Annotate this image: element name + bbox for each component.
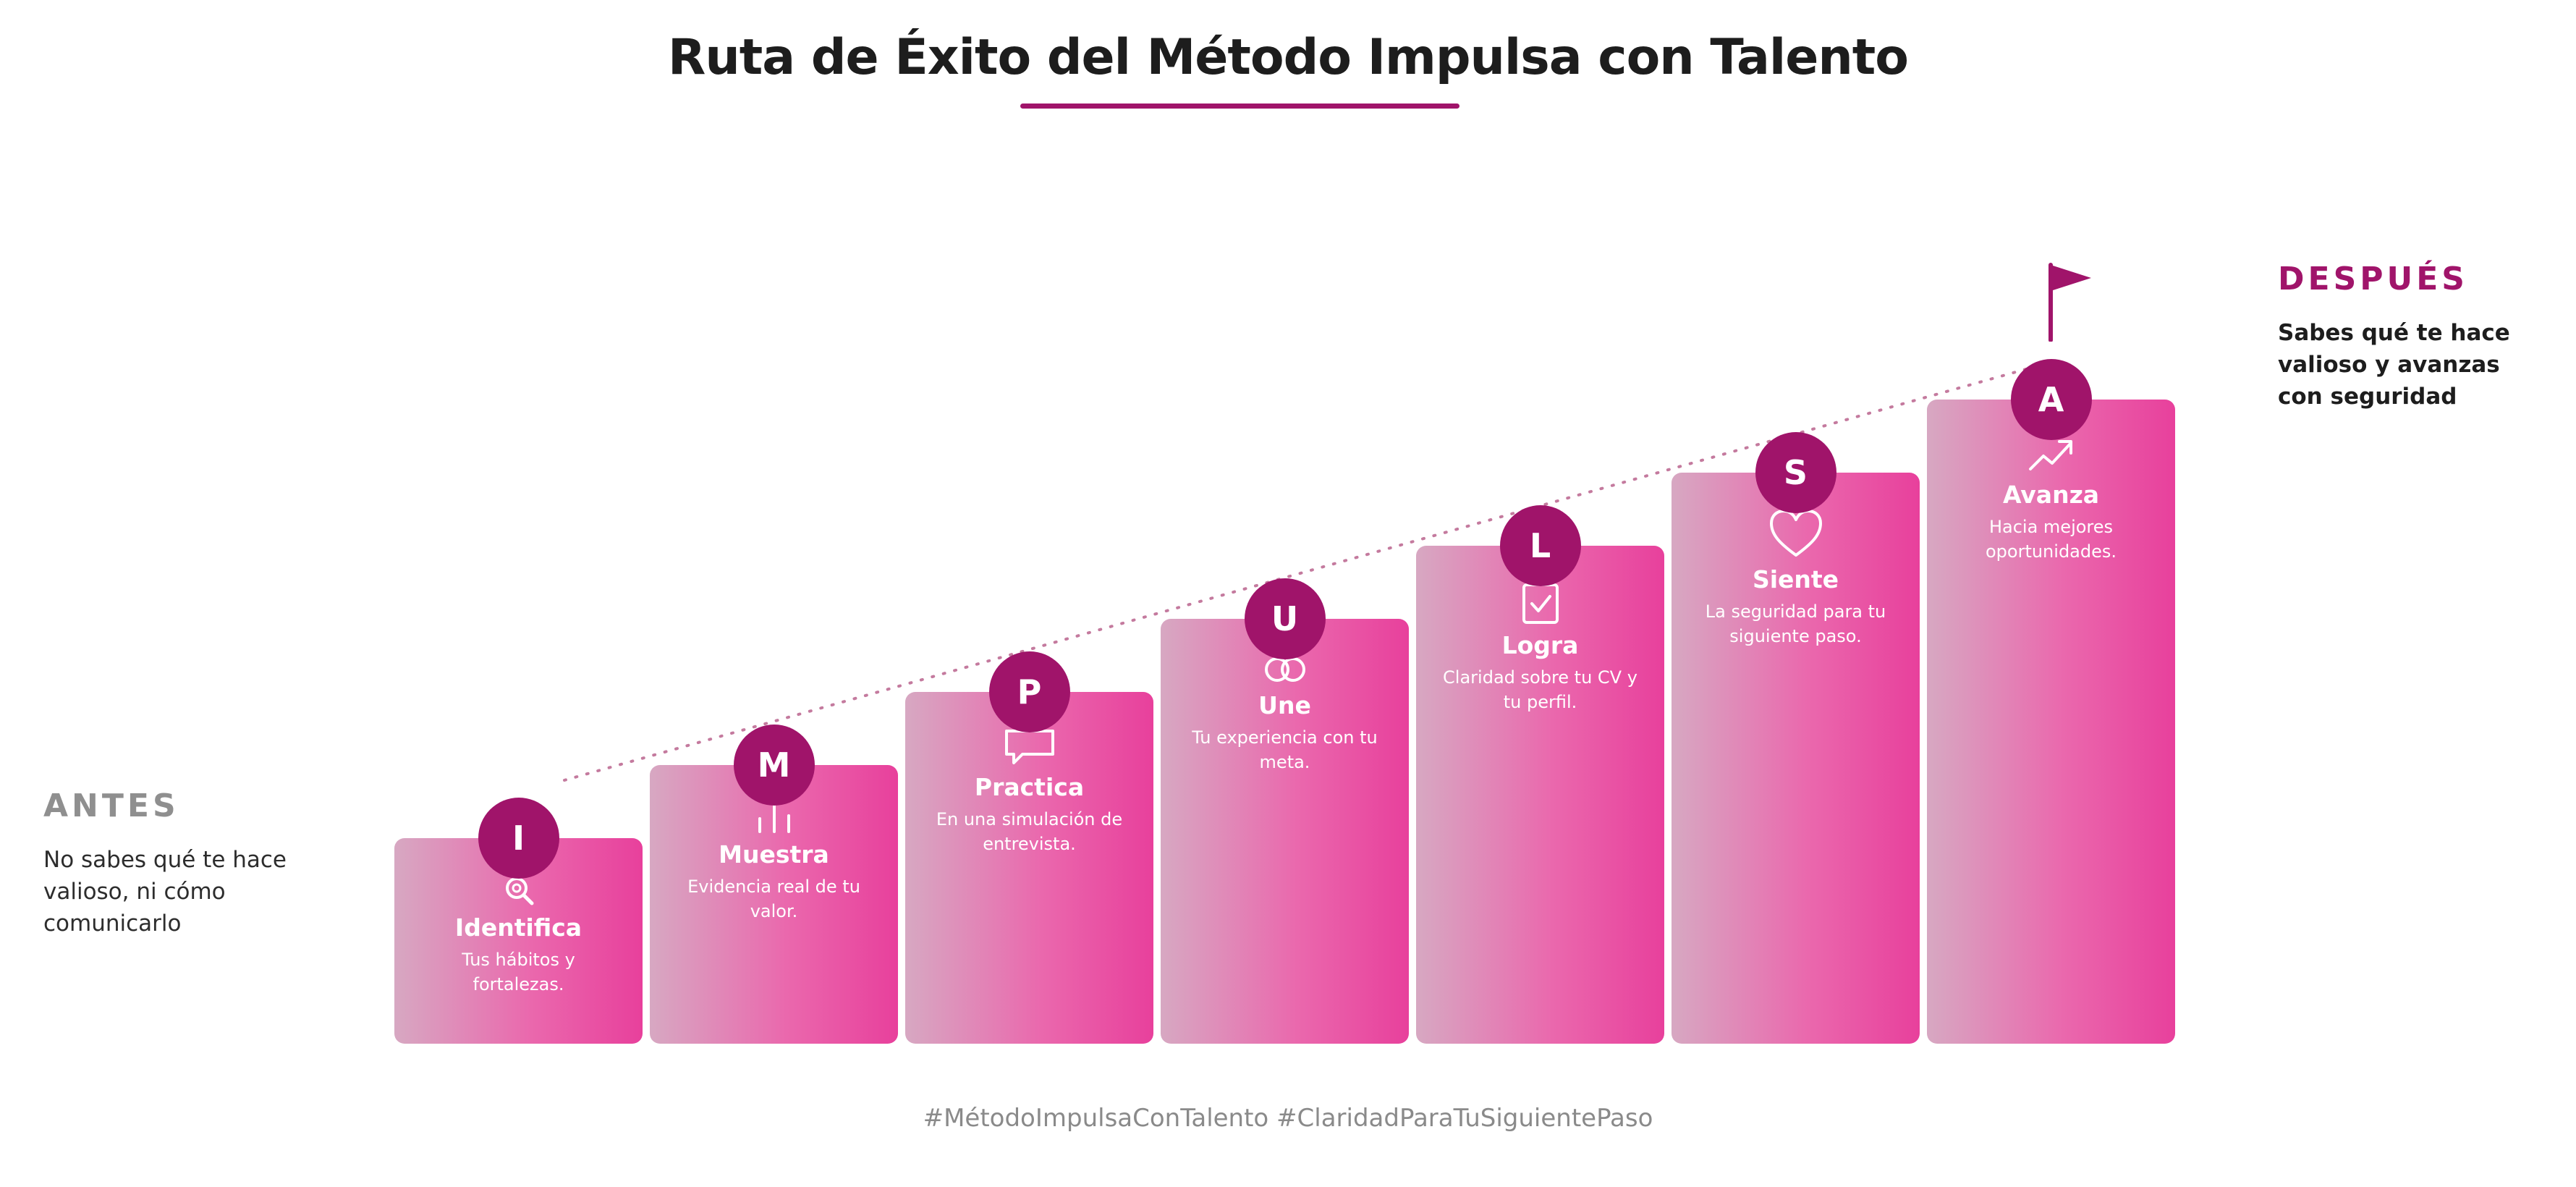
after-text: Sabes qué te hace valioso y avanzas con …	[2278, 320, 2510, 410]
heart-icon	[1672, 507, 1920, 562]
step-description: La seguridad para tu siguiente paso.	[1705, 601, 1886, 646]
title-underline	[1020, 104, 1459, 109]
step-letter-l: L	[1499, 505, 1581, 586]
hashtags: #MétodoImpulsaConTalento #ClaridadParaTu…	[923, 1104, 1653, 1133]
step-une: Une Tu experiencia con tu meta.	[1161, 619, 1409, 1044]
before-text: No sabes qué te hace valioso, ni cómo co…	[43, 847, 287, 937]
step-logra: Logra Claridad sobre tu CV y tu perfil.	[1416, 546, 1664, 1044]
step-letter-i: I	[478, 798, 559, 879]
step-letter-p: P	[988, 651, 1070, 732]
step-description: En una simulación de entrevista.	[936, 809, 1123, 854]
step-label: Siente	[1752, 565, 1839, 594]
step-description: Evidencia real de tu valor.	[687, 876, 860, 921]
step-siente: Siente La seguridad para tu siguiente pas…	[1672, 473, 1920, 1044]
after-label: DESPUÉS	[2278, 261, 2468, 297]
step-label: Avanza	[2002, 481, 2100, 509]
search-icon	[394, 873, 643, 911]
before-label: ANTES	[43, 787, 179, 824]
step-label: Logra	[1501, 631, 1579, 659]
step-letter-u: U	[1244, 578, 1326, 659]
step-practica: Practica En una simulación de entrevista.	[905, 692, 1153, 1044]
step-letter-m: M	[733, 725, 815, 806]
page-title: Ruta de Éxito del Método Impulsa con Tal…	[668, 29, 1909, 86]
speech-bubble-icon	[905, 727, 1153, 770]
flag-icon	[2048, 263, 2091, 342]
trending-up-icon	[1927, 434, 2175, 478]
step-label: Muestra	[719, 840, 829, 869]
step-avanza: Avanza Hacia mejores oportunidades.	[1927, 400, 2175, 1044]
step-label: Practica	[974, 773, 1085, 801]
step-label: Une	[1258, 691, 1311, 719]
step-letter-a: A	[2010, 359, 2092, 440]
bar-chart-icon	[650, 800, 898, 837]
step-description: Tu experiencia con tu meta.	[1192, 727, 1378, 772]
step-description: Claridad sobre tu CV y tu perfil.	[1443, 667, 1637, 712]
step-description: Tus hábitos y fortalezas.	[462, 950, 575, 994]
step-label: Identifica	[454, 913, 582, 942]
step-muestra: Muestra Evidencia real de tu valor.	[650, 765, 898, 1044]
step-letter-s: S	[1755, 432, 1836, 513]
step-description: Hacia mejores oportunidades.	[1985, 517, 2117, 562]
checkbox-icon	[1416, 580, 1664, 628]
